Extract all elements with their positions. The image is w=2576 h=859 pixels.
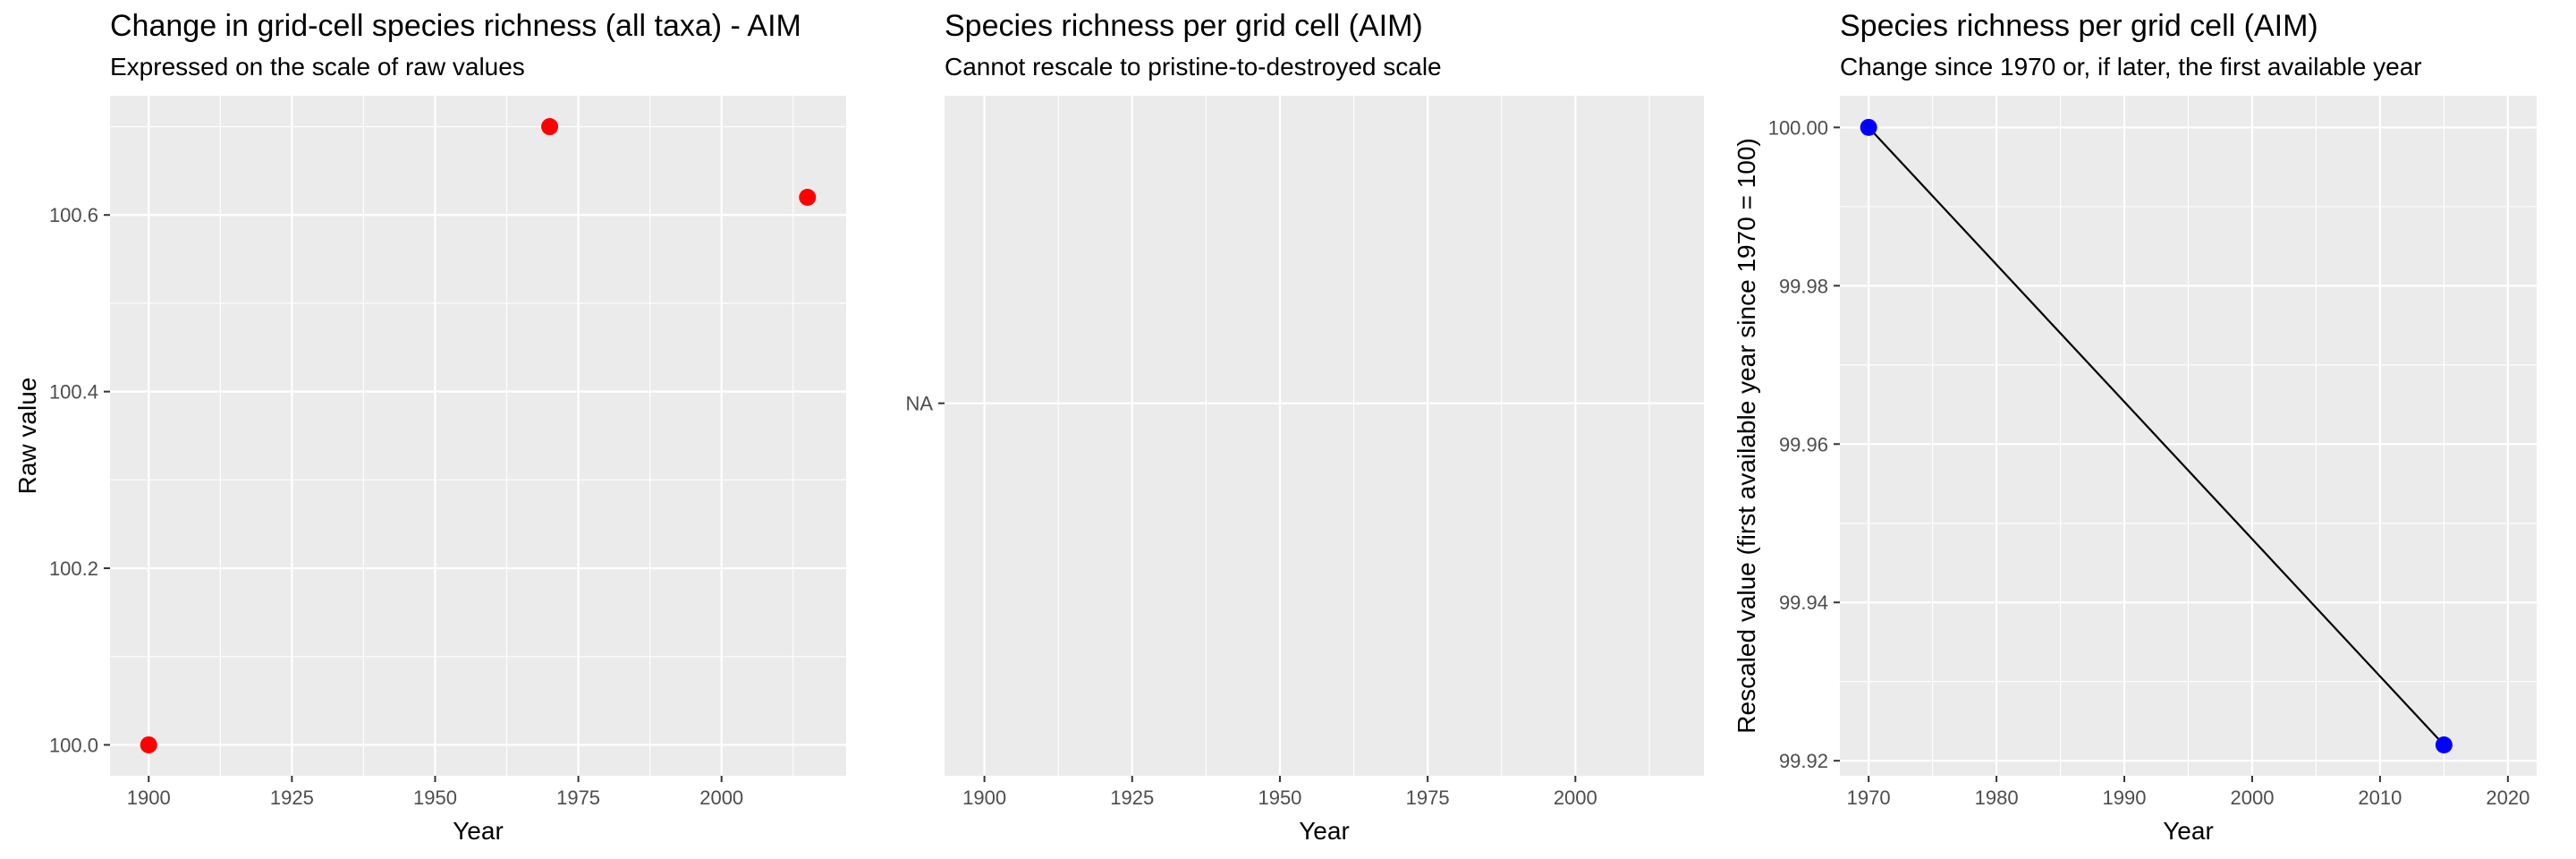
x-tick-label: 1925 — [1110, 787, 1154, 809]
x-tick-label: 1975 — [1406, 787, 1450, 809]
chart-title: Species richness per grid cell (AIM) — [945, 9, 1423, 43]
x-tick-label: 1900 — [127, 787, 171, 809]
x-tick-label: 1970 — [1847, 787, 1891, 809]
x-tick-label: 1990 — [2103, 787, 2147, 809]
y-tick-label: 99.98 — [1779, 275, 1828, 297]
x-axis-title: Year — [1299, 817, 1350, 845]
x-tick-label: 1975 — [556, 787, 600, 809]
series-line — [1868, 126, 2445, 746]
x-tick-label: 1980 — [1975, 787, 2019, 809]
data-point — [799, 189, 817, 207]
x-tick-label: 2020 — [2486, 787, 2529, 809]
chart-subtitle: Change since 1970 or, if later, the firs… — [1840, 53, 2422, 81]
chart-panel-1: Change in grid-cell species richness (al… — [13, 9, 846, 845]
x-axis-title: Year — [2163, 817, 2214, 845]
plot-panel-background — [945, 96, 1704, 776]
chart-title: Species richness per grid cell (AIM) — [1840, 9, 2318, 43]
y-tick-label: 100.2 — [49, 557, 98, 580]
y-tick-label: 99.92 — [1779, 750, 1828, 772]
y-axis-title: Raw value — [13, 378, 41, 495]
chart-panel-2: Species richness per grid cell (AIM) Cann… — [905, 9, 1704, 845]
data-point — [1860, 118, 1877, 136]
x-tick-label: 1950 — [1258, 787, 1301, 809]
data-point — [541, 118, 559, 136]
y-tick-label: 100.6 — [49, 204, 98, 226]
y-tick-label: 100.0 — [49, 734, 98, 756]
chart-title: Change in grid-cell species richness (al… — [110, 9, 801, 43]
x-tick-label: 2000 — [1554, 787, 1597, 809]
x-tick-label: 1925 — [270, 787, 314, 809]
y-tick-label: NA — [905, 393, 933, 415]
x-tick-label: 2000 — [2230, 787, 2274, 809]
y-tick-label: 99.96 — [1779, 433, 1828, 455]
y-tick-label: 99.94 — [1779, 591, 1828, 614]
data-point — [2435, 736, 2453, 753]
y-tick-label: 100.4 — [49, 381, 98, 404]
chart-subtitle: Expressed on the scale of raw values — [110, 53, 525, 81]
x-tick-label: 2000 — [699, 787, 743, 809]
x-tick-label: 1950 — [413, 787, 457, 809]
plot-panel-background — [110, 96, 846, 776]
x-tick-label: 1900 — [962, 787, 1006, 809]
y-tick-label: 100.00 — [1768, 116, 1828, 139]
chart-subtitle: Cannot rescale to pristine-to-destroyed … — [945, 53, 1442, 81]
x-tick-label: 2010 — [2358, 787, 2402, 809]
x-axis-title: Year — [453, 817, 504, 845]
chart-panel-3: Species richness per grid cell (AIM) Chan… — [1733, 9, 2537, 845]
data-point — [140, 736, 157, 753]
y-axis-title: Rescaled value (first available year sin… — [1733, 138, 1760, 733]
